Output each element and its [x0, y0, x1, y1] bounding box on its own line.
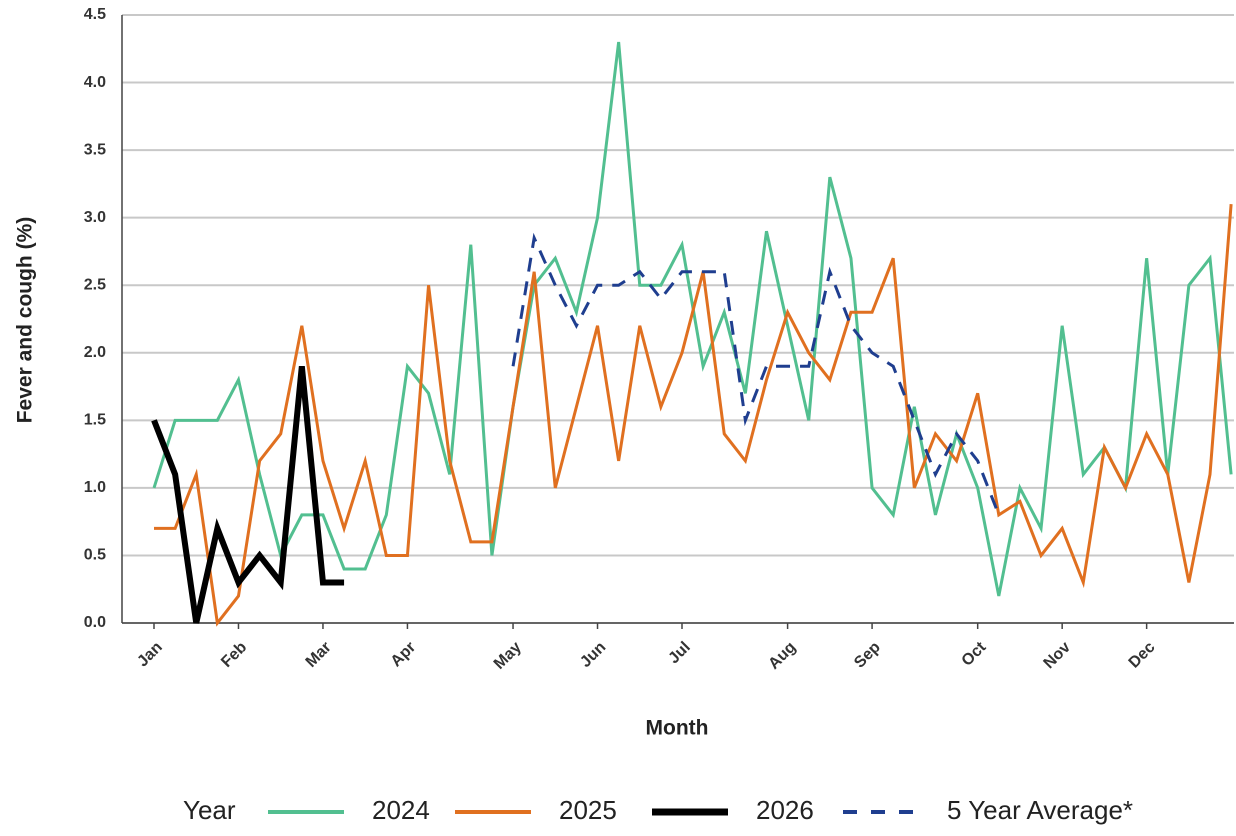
- x-tick-label: Oct: [959, 638, 990, 669]
- legend-label: 2025: [559, 795, 617, 825]
- x-tick-label: Jan: [134, 639, 166, 671]
- x-tick-label: Sep: [851, 639, 884, 672]
- x-tick-label: Nov: [1041, 639, 1074, 672]
- series-line: [151, 365, 345, 624]
- series-line: [511, 232, 1001, 516]
- series-line: [154, 204, 1233, 627]
- x-tick-label: Jun: [577, 639, 609, 671]
- series-line: [152, 41, 1233, 597]
- x-tick-label: Feb: [218, 639, 250, 671]
- y-tick-label: 0.0: [84, 614, 106, 631]
- y-tick-label: 3.5: [84, 141, 106, 158]
- x-tick-label: Jul: [665, 639, 693, 667]
- legend-label: 2024: [372, 795, 430, 825]
- x-tick-label: Aug: [765, 639, 799, 673]
- x-tick-label: Apr: [388, 639, 420, 671]
- y-tick-label: 1.5: [84, 412, 106, 429]
- y-tick-label: 2.5: [84, 276, 106, 293]
- y-tick-label: 4.0: [84, 74, 106, 91]
- legend-label: 2026: [756, 795, 814, 825]
- x-tick-label: Dec: [1126, 639, 1159, 672]
- y-axis-label: Fever and cough (%): [14, 217, 37, 424]
- x-tick-label: May: [491, 639, 525, 673]
- y-tick-label: 1.0: [84, 479, 106, 496]
- y-tick-label: 2.0: [84, 344, 106, 361]
- y-tick-label: 3.0: [84, 209, 106, 226]
- x-tick-label: Mar: [303, 639, 335, 671]
- legend-title: Year: [183, 795, 236, 825]
- y-tick-label: 0.5: [84, 547, 106, 564]
- y-tick-label: 4.5: [84, 6, 106, 23]
- x-axis-label: Month: [646, 717, 709, 740]
- legend-label: 5 Year Average*: [947, 795, 1133, 825]
